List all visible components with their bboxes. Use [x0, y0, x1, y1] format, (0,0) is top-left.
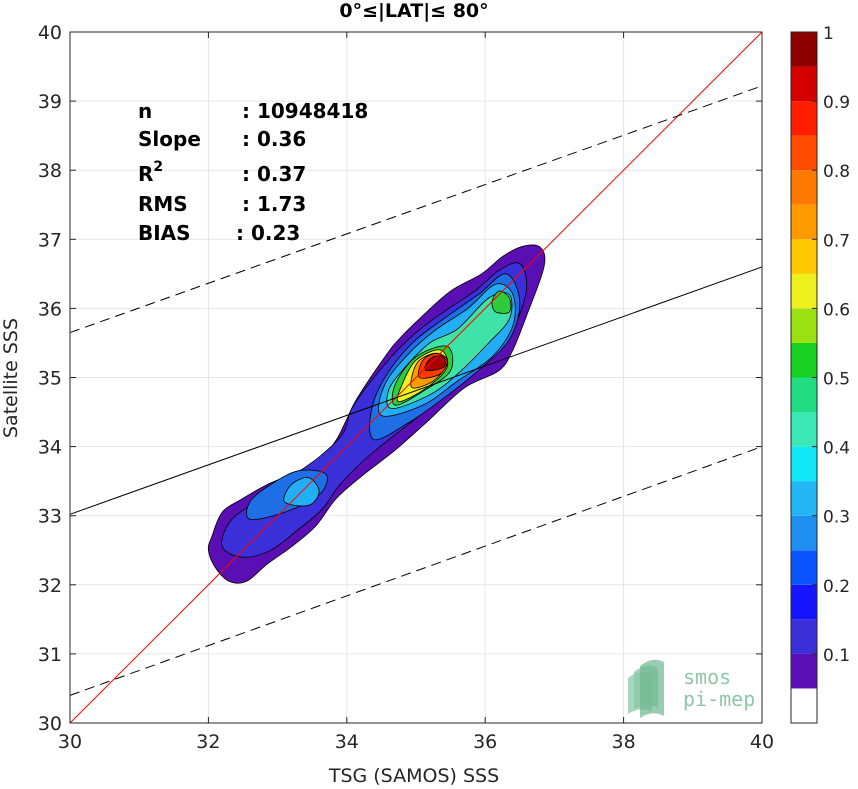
colorbar-band-9 [791, 377, 817, 413]
y-tick-label: 37 [38, 229, 62, 251]
colorbar-band-13 [791, 239, 817, 274]
axis-ticks: 30 32 34 36 38 40 30 31 32 33 34 35 36 37 38 39 40 [38, 22, 774, 753]
logo-text-smos: smos [683, 665, 731, 689]
x-tick-label: 34 [335, 731, 359, 753]
identity-line [69, 31, 763, 724]
stat-r2-base: R [138, 162, 153, 186]
colorbar-band-2 [791, 619, 817, 654]
x-tick-label: 30 [58, 731, 82, 753]
y-tick-label: 33 [38, 506, 62, 528]
regression-line [69, 266, 763, 515]
chart-title: 0°≤|LAT|≤ 80° [339, 0, 488, 22]
stat-r2-key: R2 [138, 159, 163, 186]
smos-pimep-logo: smos pi-mep [628, 659, 755, 718]
colorbar-tick-label: 0.5 [823, 370, 850, 390]
y-tick-label: 30 [38, 713, 62, 735]
stat-n-key: n [138, 99, 152, 123]
colorbar-band-8 [791, 412, 817, 447]
y-tick-label: 38 [38, 160, 62, 182]
colorbar-band-19 [791, 32, 817, 67]
colorbar-band-0 [791, 688, 817, 723]
y-axis-label: Satellite SSS [0, 318, 22, 438]
stat-n-value: : 10948418 [242, 99, 368, 123]
grid [69, 31, 763, 724]
colorbar-band-5 [791, 515, 817, 551]
lower-bound-line [69, 446, 763, 696]
logo-wave-icon [628, 659, 664, 718]
colorbar-band-1 [791, 653, 817, 689]
y-tick-label: 31 [38, 644, 62, 666]
colorbar-band-12 [791, 273, 817, 309]
y-tick-label: 39 [38, 91, 62, 113]
stat-r2-superscript: 2 [153, 159, 163, 175]
y-tick-label: 32 [38, 575, 62, 597]
stat-bias-key: BIAS [138, 221, 191, 245]
y-tick-label: 40 [38, 22, 62, 44]
colorbar-band-11 [791, 308, 817, 343]
colorbar-band-6 [791, 481, 817, 516]
stat-rms-value: : 1.73 [242, 192, 306, 216]
colorbar-band-18 [791, 66, 817, 102]
colorbar-tick-label: 0.2 [823, 577, 850, 597]
colorbar-tick-label: 0.3 [823, 508, 850, 528]
x-tick-label: 36 [473, 731, 497, 753]
colorbar-tick-label: 0.8 [823, 162, 850, 182]
colorbar-band-16 [791, 135, 817, 171]
colorbar-tick-label: 0.1 [823, 646, 850, 666]
x-tick-label: 32 [196, 731, 220, 753]
stats-box: n : 10948418 Slope : 0.36 R2 : 0.37 RMS … [138, 99, 368, 245]
colorbar-tick-label: 0.6 [823, 300, 850, 320]
stat-bias-value: : 0.23 [236, 221, 300, 245]
colorbar-tick-label: 0.7 [823, 231, 850, 251]
colorbar-band-14 [791, 204, 817, 240]
reference-lines [69, 31, 763, 724]
density-contours [207, 244, 546, 584]
y-tick-label: 35 [38, 368, 62, 390]
y-tick-label: 34 [38, 437, 62, 459]
colorbar-band-4 [791, 550, 817, 585]
logo-text-pimep: pi-mep [683, 687, 755, 711]
colorbar-band-3 [791, 584, 817, 620]
colorbar-tick-label: 0.4 [823, 439, 850, 459]
x-tick-label: 38 [612, 731, 636, 753]
stat-r2-value: : 0.37 [242, 162, 306, 186]
colorbar-band-10 [791, 342, 817, 378]
colorbar: 0.1 0.2 0.3 0.4 0.5 0.6 0.7 0.8 0.9 1 [790, 24, 850, 724]
colorbar-tick-label: 1 [823, 24, 834, 44]
stat-rms-key: RMS [138, 192, 188, 216]
upper-bound-line [69, 85, 763, 334]
density-contour-12 [424, 355, 446, 372]
colorbar-band-15 [791, 170, 817, 205]
stat-slope-key: Slope [138, 127, 201, 151]
y-tick-label: 36 [38, 298, 62, 320]
colorbar-tick-label: 0.9 [823, 93, 850, 113]
x-tick-label: 40 [750, 731, 774, 753]
x-axis-label: TSG (SAMOS) SSS [328, 765, 499, 787]
colorbar-band-17 [791, 101, 817, 136]
stat-slope-value: : 0.36 [242, 127, 306, 151]
colorbar-band-7 [791, 446, 817, 482]
